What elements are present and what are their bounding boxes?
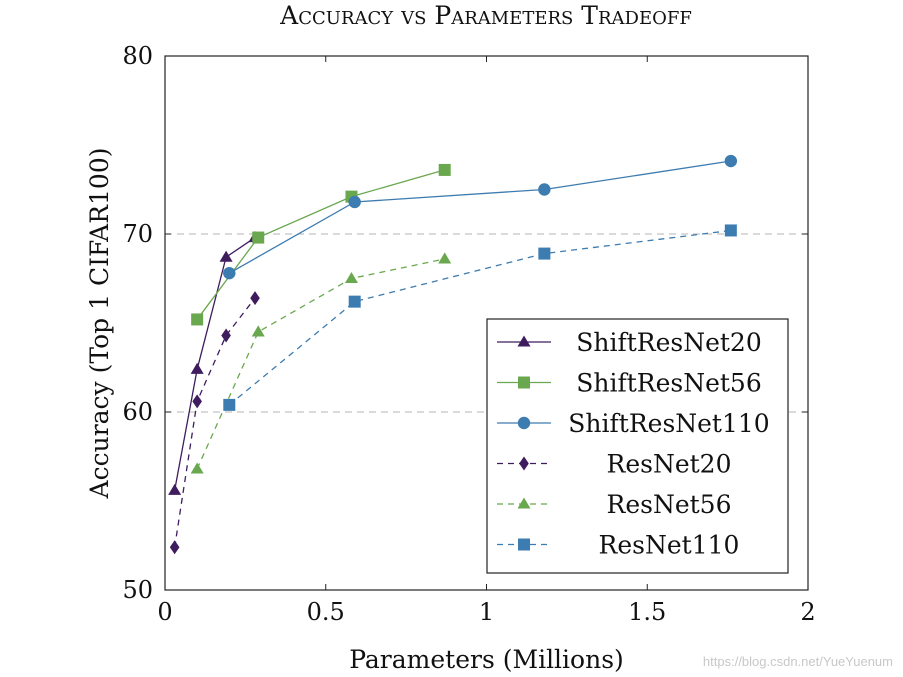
x-axis-label: Parameters (Millions): [349, 645, 624, 674]
x-tick-label: 0: [157, 598, 172, 626]
data-point-shiftresnet110: [538, 183, 551, 196]
data-point-resnet110: [724, 224, 737, 237]
data-point-shiftresnet20: [190, 362, 204, 374]
chart-title: Accuracy vs Parameters Tradeoff: [279, 1, 692, 30]
series-line-shiftresnet110: [228, 160, 731, 274]
series-line-shiftresnet20: [174, 237, 256, 491]
legend-marker-resnet56: [517, 497, 531, 509]
data-point-shiftresnet20: [219, 250, 233, 262]
series-line-shiftresnet56: [196, 169, 445, 320]
legend-label-shiftresnet110: ShiftResNet110: [568, 409, 769, 438]
legend-box: [486, 318, 789, 574]
series-line-resnet56: [196, 258, 445, 470]
legend-label-shiftresnet20: ShiftResNet20: [576, 328, 762, 357]
axes: 0 0.5 1 1.5 2 50 60 70 80 Parameters (Millions) Ac…: [85, 42, 816, 674]
data-point-resnet20: [192, 394, 202, 409]
legend-marker-shiftresnet20: [517, 335, 531, 347]
legend-marker-resnet110: [518, 538, 530, 551]
data-point-resnet56: [438, 252, 452, 264]
legend: ShiftResNet20 ShiftResNet56 ShiftResNet110…: [486, 318, 789, 574]
legend-label-resnet20: ResNet20: [607, 450, 732, 479]
x-tick-label: 2: [800, 598, 815, 626]
legend-label-resnet56: ResNet56: [607, 490, 732, 519]
y-tick-label: 50: [122, 576, 153, 604]
x-tick-label: 1: [479, 598, 494, 626]
y-tick-label: 70: [122, 220, 153, 248]
data-point-shiftresnet56: [252, 231, 265, 244]
x-tick-label: 0.5: [307, 598, 345, 626]
y-tick-label: 80: [122, 42, 153, 70]
data-point-resnet110: [223, 398, 236, 411]
series-line-resnet20: [174, 297, 256, 548]
data-point-resnet20: [221, 328, 231, 343]
y-axis-label: Accuracy (Top 1 CIFAR100): [85, 148, 114, 500]
data-point-resnet20: [169, 540, 180, 555]
data-point-shiftresnet20: [168, 483, 182, 495]
series-line-resnet110: [228, 229, 731, 406]
data-point-shiftresnet110: [348, 195, 361, 209]
data-point-resnet110: [348, 295, 361, 308]
legend-marker-resnet20: [519, 456, 529, 471]
x-tick-label: 1.5: [628, 598, 666, 626]
watermark: https://blog.csdn.net/YueYuenum: [702, 654, 893, 669]
data-point-resnet56: [251, 325, 265, 337]
data-point-shiftresnet110: [724, 154, 738, 168]
legend-marker-shiftresnet56: [518, 376, 530, 389]
legend-marker-shiftresnet110: [517, 416, 531, 430]
legend-label-resnet110: ResNet110: [599, 531, 740, 560]
data-point-shiftresnet110: [223, 266, 236, 280]
chart-title-group: Accuracy vs Parameters Tradeoff: [279, 1, 692, 30]
legend-label-shiftresnet56: ShiftResNet56: [576, 369, 762, 398]
data-point-resnet56: [190, 462, 204, 474]
data-point-resnet20: [250, 291, 260, 306]
data-point-resnet110: [538, 247, 551, 260]
data-point-shiftresnet56: [191, 313, 204, 326]
data-point-shiftresnet56: [438, 163, 451, 176]
data-point-resnet56: [344, 272, 358, 284]
y-tick-label: 60: [122, 398, 153, 426]
series-group: [168, 154, 738, 555]
